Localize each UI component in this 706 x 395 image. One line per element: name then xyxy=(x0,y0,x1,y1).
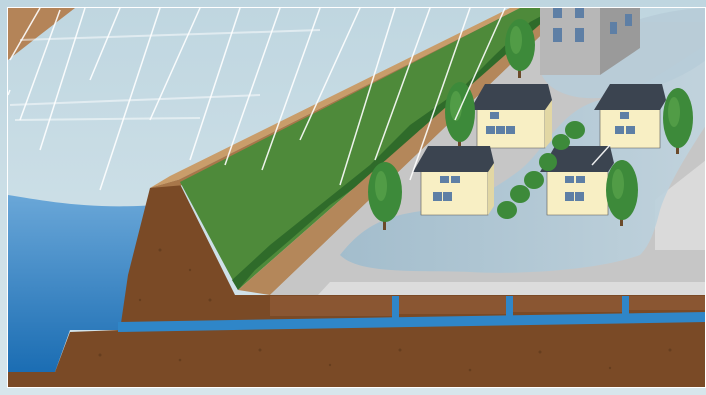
house-front-left xyxy=(413,146,494,216)
tree-icon xyxy=(505,19,535,78)
trees xyxy=(368,19,693,230)
levee-crest xyxy=(150,8,520,188)
house-back-right xyxy=(594,84,666,149)
channel-slabs xyxy=(270,296,706,316)
tree-icon xyxy=(663,88,693,154)
levee-soil xyxy=(8,180,706,388)
rain-mist xyxy=(9,29,321,121)
shrub-icon xyxy=(497,121,585,219)
tree-icon xyxy=(606,160,638,226)
levee-grass-edge xyxy=(232,14,545,290)
tree-icon xyxy=(445,82,475,146)
channel-supports xyxy=(392,296,629,318)
tree-icon xyxy=(368,162,402,230)
road xyxy=(318,282,706,295)
house-back-left xyxy=(470,84,552,149)
levee-toe-path xyxy=(238,20,555,295)
house-front-right xyxy=(540,146,614,216)
rain-streaks xyxy=(7,7,611,191)
apartment-building xyxy=(540,8,640,75)
far-bank xyxy=(8,8,75,60)
drainage-channel xyxy=(118,312,706,332)
levee-grass-slope xyxy=(180,8,545,290)
road-right xyxy=(655,160,706,250)
